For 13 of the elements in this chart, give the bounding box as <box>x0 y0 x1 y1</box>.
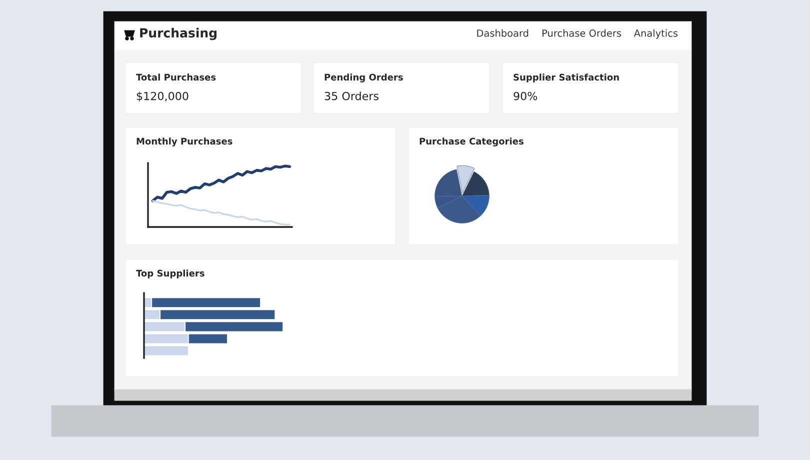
text: Dashboard <box>477 29 528 37</box>
text: $120,000 <box>136 92 188 102</box>
text: Purchase Orders <box>542 29 622 37</box>
chart-title: Monthly Purchases <box>136 138 232 146</box>
text: Purchasing <box>140 28 216 40</box>
chart-title: Purchase Categories <box>420 138 524 146</box>
chart-title: Top Suppliers <box>136 270 204 278</box>
text: Total Purchases <box>136 74 216 81</box>
text: Analytics <box>634 29 678 39</box>
text: Pending Orders <box>324 74 403 82</box>
text: Supplier Satisfaction <box>514 74 619 82</box>
text: 35 Orders <box>324 92 378 100</box>
text: 90% <box>514 92 538 100</box>
